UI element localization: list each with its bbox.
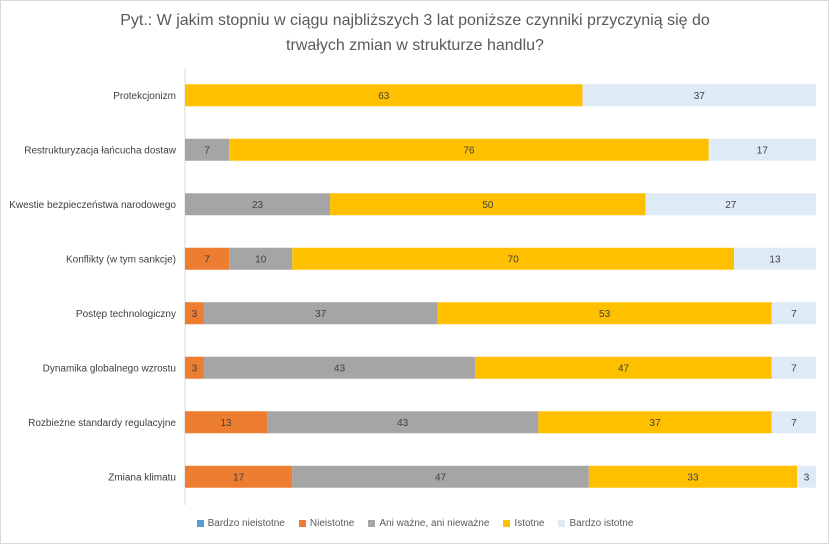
legend-label: Bardzo istotne bbox=[569, 518, 634, 529]
category-label: Zmiana klimatu bbox=[108, 472, 176, 483]
data-label: 76 bbox=[463, 145, 475, 156]
legend-swatch bbox=[298, 520, 306, 527]
category-label: Rozbieżne standardy regulacyjne bbox=[28, 418, 176, 429]
legend-item: Bardzo istotne bbox=[558, 518, 633, 529]
data-label: 47 bbox=[435, 472, 447, 483]
data-label: 47 bbox=[618, 363, 630, 374]
bar-segment bbox=[229, 247, 293, 270]
data-label: 33 bbox=[687, 472, 699, 483]
bar-segment bbox=[797, 465, 816, 488]
bar-segment bbox=[203, 302, 438, 325]
category-label: Konflikty (w tym sankcje) bbox=[66, 254, 176, 265]
bar-segment bbox=[185, 302, 204, 325]
bar-segment bbox=[771, 302, 816, 325]
data-label: 43 bbox=[397, 418, 409, 429]
data-label: 7 bbox=[791, 309, 797, 320]
data-label: 13 bbox=[220, 418, 232, 429]
legend-item: Ani ważne, ani nieważne bbox=[368, 518, 489, 529]
data-label: 37 bbox=[694, 91, 706, 102]
chart-title: Pyt.: W jakim stopniu w ciągu najbliższy… bbox=[120, 12, 710, 54]
bar-segment bbox=[538, 411, 772, 434]
data-label: 7 bbox=[791, 418, 797, 429]
legend: Bardzo nieistotne Nieistotne Ani ważne, an… bbox=[0, 518, 830, 529]
bar-segment bbox=[185, 465, 293, 488]
legend-item: Istotne bbox=[503, 518, 544, 529]
bar-segment bbox=[771, 411, 816, 434]
data-label: 13 bbox=[769, 254, 781, 265]
bar-segment bbox=[437, 302, 772, 325]
bar-segment bbox=[267, 411, 539, 434]
bar-segment bbox=[185, 84, 583, 107]
category-label: Postęp technologiczny bbox=[76, 309, 176, 320]
data-label: 37 bbox=[650, 418, 662, 429]
bar-segment bbox=[292, 465, 589, 488]
legend-label: Istotne bbox=[514, 518, 545, 529]
legend-swatch bbox=[196, 520, 204, 527]
data-label: 53 bbox=[599, 309, 611, 320]
data-label: 7 bbox=[204, 145, 210, 156]
legend-swatch bbox=[368, 520, 376, 527]
data-label: 37 bbox=[315, 309, 327, 320]
data-label: 17 bbox=[757, 145, 769, 156]
data-label: 17 bbox=[233, 472, 245, 483]
data-label: 3 bbox=[192, 309, 198, 320]
category-labels-group: Protekcjonizm Restrukturyzacja łańcucha d… bbox=[9, 91, 177, 484]
bar-segment bbox=[582, 84, 816, 107]
legend-label: Bardzo nieistotne bbox=[207, 518, 285, 529]
bar-segment bbox=[185, 193, 331, 216]
legend-swatch bbox=[558, 520, 566, 527]
bar-segment bbox=[708, 138, 816, 161]
data-label: 3 bbox=[804, 472, 810, 483]
bar-segment bbox=[185, 411, 268, 434]
data-label: 3 bbox=[192, 363, 198, 374]
data-label: 43 bbox=[334, 363, 346, 374]
category-label: Dynamika globalnego wzrostu bbox=[43, 363, 176, 374]
bar-segment bbox=[185, 247, 230, 270]
bar-segment bbox=[229, 138, 709, 161]
data-label: 23 bbox=[252, 200, 264, 211]
data-label: 63 bbox=[378, 91, 390, 102]
bar-segment bbox=[185, 138, 230, 161]
bar-segment bbox=[203, 356, 476, 379]
data-label: 50 bbox=[482, 200, 494, 211]
data-label: 7 bbox=[791, 363, 797, 374]
legend-label: Nieistotne bbox=[309, 518, 355, 529]
data-label: 70 bbox=[508, 254, 520, 265]
bar-segment bbox=[645, 193, 816, 216]
bar-segment bbox=[475, 356, 772, 379]
bar-segment bbox=[733, 247, 816, 270]
data-label: 27 bbox=[725, 200, 737, 211]
bar-segment bbox=[185, 356, 204, 379]
category-label: Protekcjonizm bbox=[113, 91, 176, 102]
legend-swatch bbox=[503, 520, 511, 527]
legend-label: Ani ważne, ani nieważne bbox=[379, 518, 490, 529]
category-label: Restrukturyzacja łańcucha dostaw bbox=[24, 145, 177, 156]
bar-segment bbox=[771, 356, 816, 379]
data-label: 10 bbox=[255, 254, 267, 265]
legend-item: Bardzo nieistotne bbox=[196, 518, 285, 529]
bar-segment bbox=[330, 193, 646, 216]
category-label: Kwestie bezpieczeństwa narodowego bbox=[9, 200, 176, 211]
bar-segment bbox=[292, 247, 734, 270]
data-label: 7 bbox=[204, 254, 210, 265]
legend-item: Nieistotne bbox=[298, 518, 355, 529]
bar-segment bbox=[588, 465, 798, 488]
